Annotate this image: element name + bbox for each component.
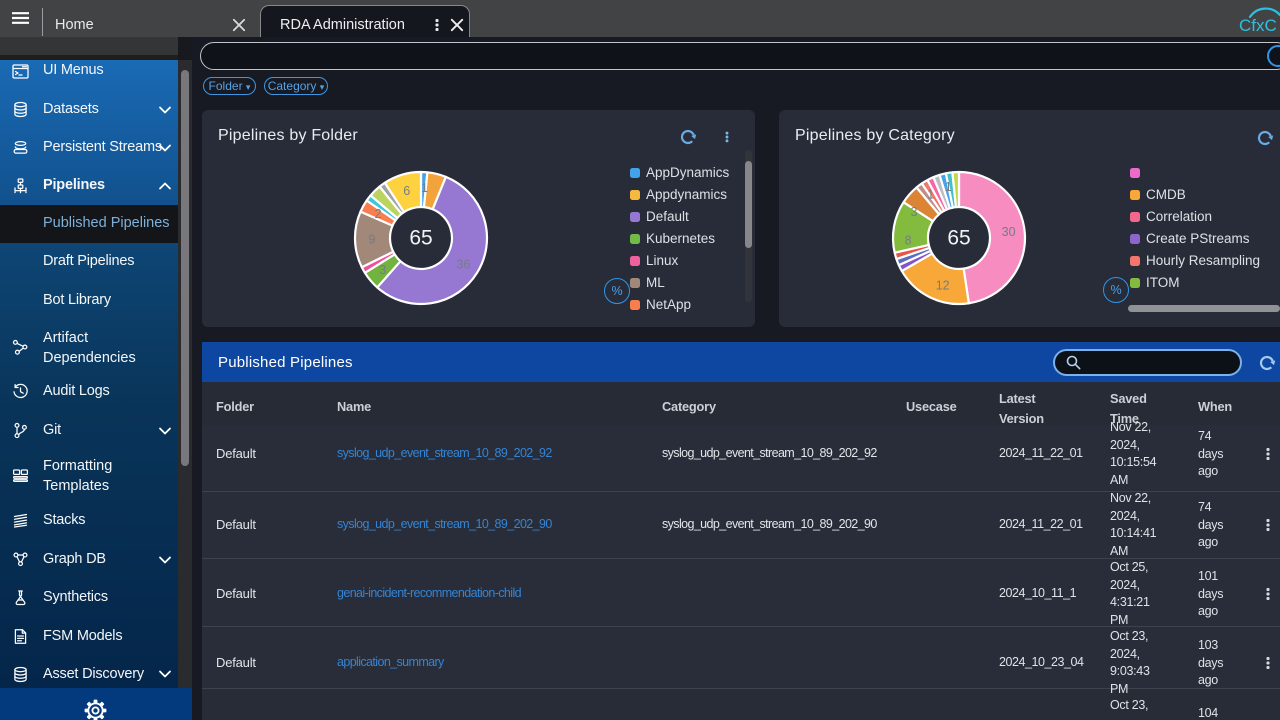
svg-text:CfxC: CfxC [1239, 16, 1277, 35]
svg-text:8: 8 [905, 234, 912, 248]
svg-text:12: 12 [936, 278, 950, 292]
svg-text:1: 1 [421, 181, 428, 195]
svg-text:3: 3 [379, 263, 386, 277]
svg-text:3: 3 [911, 205, 918, 219]
svg-text:65: 65 [947, 227, 970, 250]
svg-text:9: 9 [369, 233, 376, 247]
svg-text:36: 36 [456, 258, 470, 272]
svg-text:1: 1 [927, 187, 934, 201]
svg-text:30: 30 [1002, 225, 1016, 239]
svg-text:2: 2 [375, 207, 382, 221]
svg-text:1: 1 [945, 180, 952, 194]
svg-text:6: 6 [403, 184, 410, 198]
svg-text:65: 65 [409, 227, 432, 250]
